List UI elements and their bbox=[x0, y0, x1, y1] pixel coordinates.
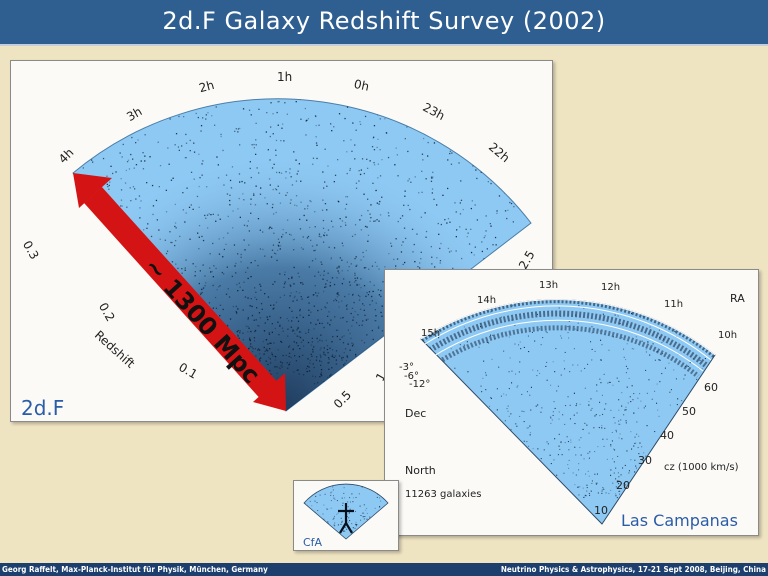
cfa-stickman bbox=[338, 503, 354, 534]
lascampanas-panel: 15h 14h 13h 12h 11h 10h RA -3° -6° -12° … bbox=[384, 269, 759, 536]
lc-cz-axis: cz (1000 km/s) bbox=[664, 462, 739, 473]
z-label-0.2: 0.2 bbox=[96, 300, 118, 324]
ra-label-1h: 1h bbox=[277, 70, 292, 84]
lc-cz-60: 60 bbox=[704, 381, 718, 394]
lc-ra-15h: 15h bbox=[421, 328, 440, 339]
lc-ra-axis: RA bbox=[730, 292, 745, 305]
lc-ra-13h: 13h bbox=[539, 280, 558, 291]
twodf-figure: 4h 3h 2h 1h 0h 23h 22h 0.3 0.2 Redshift … bbox=[20, 70, 538, 420]
lc-dec-12: -12° bbox=[409, 379, 430, 390]
ra-label-0h: 0h bbox=[353, 77, 371, 94]
footer-right: Neutrino Physics & Astrophysics, 17-21 S… bbox=[500, 565, 766, 574]
slide-title: 2d.F Galaxy Redshift Survey (2002) bbox=[162, 7, 606, 35]
lc-cz-40: 40 bbox=[660, 429, 674, 442]
size-arrow bbox=[73, 173, 286, 411]
lc-ra-11h: 11h bbox=[664, 299, 683, 310]
z-label-0.3: 0.3 bbox=[20, 238, 42, 262]
lc-cz-30: 30 bbox=[638, 454, 652, 467]
cfa-panel: CfA bbox=[293, 480, 399, 551]
lc-ra-10h: 10h bbox=[718, 330, 737, 341]
title-underline bbox=[0, 44, 768, 46]
lascampanas-label: Las Campanas bbox=[621, 511, 738, 530]
footer-left: Georg Raffelt, Max-Planck-Institut für P… bbox=[2, 565, 268, 574]
lc-dec-3: -3° bbox=[399, 362, 414, 373]
footer-bar bbox=[0, 563, 768, 576]
lc-cz-10: 10 bbox=[594, 504, 608, 517]
ra-label-23h: 23h bbox=[420, 100, 447, 123]
cfa-label: CfA bbox=[303, 536, 323, 549]
z-label-0.1: 0.1 bbox=[176, 360, 200, 382]
ra-label-2h: 2h bbox=[197, 78, 215, 95]
lc-ra-14h: 14h bbox=[477, 295, 496, 306]
lc-cz-20: 20 bbox=[616, 479, 630, 492]
ra-label-4h: 4h bbox=[56, 146, 77, 167]
ra-label-3h: 3h bbox=[124, 104, 144, 124]
z-label-0.5: 0.5 bbox=[331, 388, 354, 411]
lc-ra-12h: 12h bbox=[601, 282, 620, 293]
twodf-panel: 4h 3h 2h 1h 0h 23h 22h 0.3 0.2 Redshift … bbox=[10, 60, 553, 422]
ra-label-22h: 22h bbox=[486, 140, 513, 165]
lc-north-label: North bbox=[405, 464, 436, 477]
twodf-label: 2d.F bbox=[21, 396, 64, 420]
lc-dec-6: -6° bbox=[404, 371, 419, 382]
lc-galaxy-count: 11263 galaxies bbox=[405, 489, 481, 500]
lc-cz-50: 50 bbox=[682, 405, 696, 418]
cfa-figure: CfA bbox=[303, 483, 389, 549]
lc-dec-label: Dec bbox=[405, 407, 426, 420]
title-bar: 2d.F Galaxy Redshift Survey (2002) bbox=[0, 0, 768, 44]
redshift-axis-label: Redshift bbox=[92, 328, 138, 371]
lascampanas-figure: 15h 14h 13h 12h 11h 10h RA -3° -6° -12° … bbox=[399, 280, 745, 530]
